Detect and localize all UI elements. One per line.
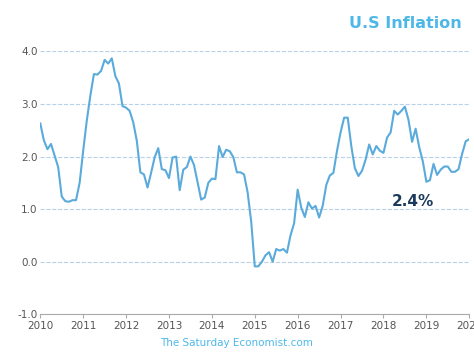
Text: U.S Inflation: U.S Inflation — [349, 16, 462, 32]
Text: The Saturday Economist.com: The Saturday Economist.com — [161, 338, 313, 348]
Text: The Saturday Economist: The Saturday Economist — [12, 16, 231, 32]
Text: 2.4%: 2.4% — [392, 194, 434, 209]
